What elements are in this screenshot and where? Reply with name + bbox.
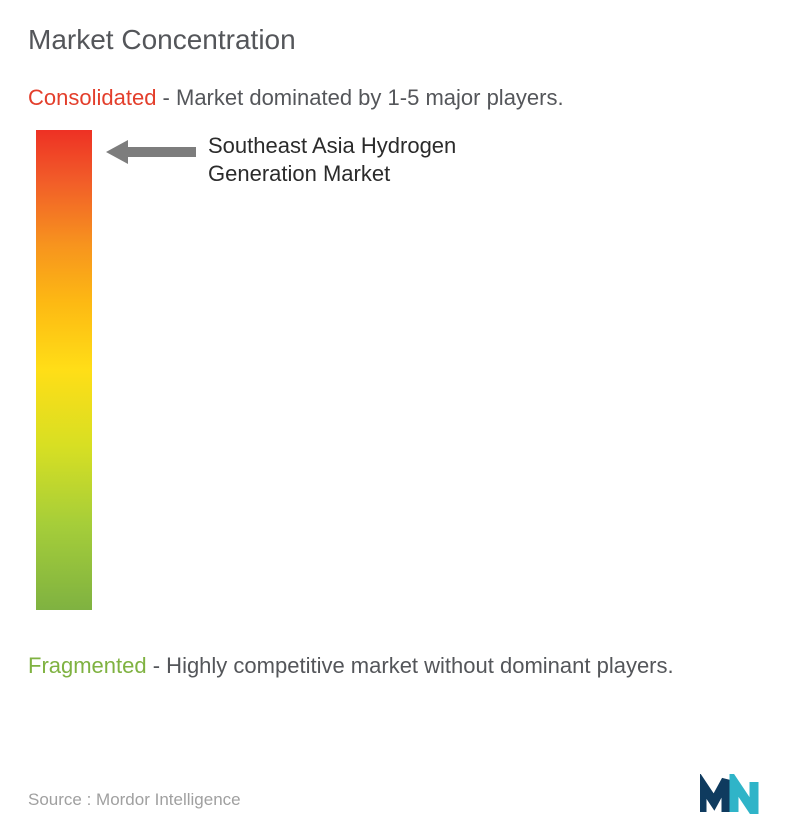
pointer-group: Southeast Asia Hydrogen Generation Marke… xyxy=(106,132,548,189)
arrow-left-icon xyxy=(106,138,196,166)
fragmented-desc: Fragmented - Highly competitive market w… xyxy=(28,652,768,680)
chart-area: Southeast Asia Hydrogen Generation Marke… xyxy=(28,130,768,630)
consolidated-label: Consolidated xyxy=(28,85,156,110)
consolidated-text: - Market dominated by 1-5 major players. xyxy=(156,85,563,110)
fragmented-label: Fragmented xyxy=(28,653,147,678)
page-title: Market Concentration xyxy=(28,24,768,56)
gradient-bar xyxy=(36,130,92,610)
pointer-label: Southeast Asia Hydrogen Generation Marke… xyxy=(208,132,548,189)
consolidated-desc: Consolidated - Market dominated by 1-5 m… xyxy=(28,84,768,112)
fragmented-text: - Highly competitive market without domi… xyxy=(147,653,674,678)
source-text: Source : Mordor Intelligence xyxy=(28,790,241,810)
brand-logo-icon xyxy=(700,774,768,814)
